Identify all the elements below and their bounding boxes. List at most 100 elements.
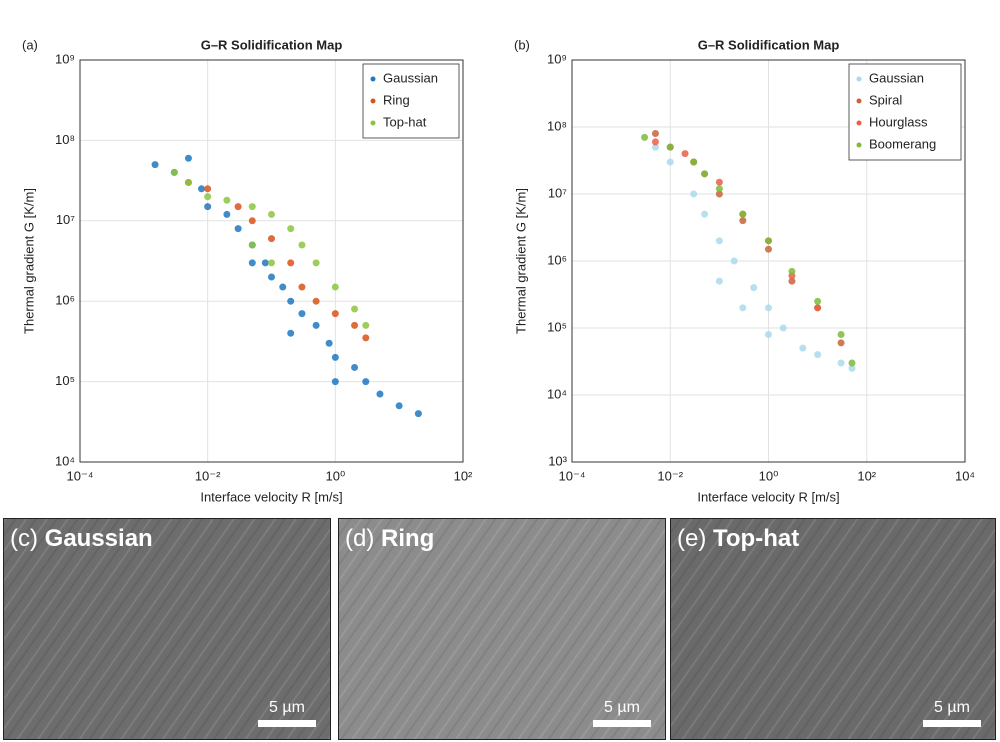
- micrograph: (d) Ring 5 µm: [338, 518, 666, 740]
- legend-marker: [856, 98, 862, 104]
- point: [414, 410, 422, 418]
- point: [715, 237, 723, 245]
- legend-marker: [856, 76, 862, 82]
- point: [325, 339, 333, 347]
- chart-title: G–R Solidification Map: [698, 37, 840, 52]
- point: [268, 259, 275, 267]
- y-tick-label: 10⁹: [55, 51, 75, 66]
- legend-label: Ring: [383, 92, 410, 107]
- legend-marker: [856, 120, 862, 126]
- point: [261, 259, 269, 267]
- point: [715, 277, 723, 285]
- point: [681, 150, 689, 158]
- point: [248, 217, 256, 225]
- point: [312, 259, 320, 267]
- point: [651, 138, 659, 146]
- point: [362, 334, 370, 342]
- point: [279, 283, 287, 291]
- point: [739, 304, 747, 312]
- panel-heading: (d) Ring: [345, 525, 434, 553]
- axes-box: [571, 59, 966, 463]
- scale-bar-label: 5 µm: [604, 699, 640, 716]
- point: [765, 304, 772, 312]
- point: [788, 267, 796, 275]
- point: [651, 143, 659, 151]
- y-tick-label: 10⁶: [547, 252, 567, 267]
- legend-label: Gaussian: [383, 70, 438, 85]
- point: [184, 178, 192, 186]
- panel-title: Gaussian: [44, 525, 153, 552]
- x-tick-label: 10⁻²: [657, 468, 683, 483]
- panel-label: (b): [514, 37, 530, 52]
- y-tick-label: 10⁸: [547, 118, 567, 133]
- x-tick-label: 10²: [857, 468, 876, 483]
- x-axis-label: Interface velocity R [m/s]: [200, 489, 342, 504]
- panel-heading: (c) Gaussian: [10, 525, 153, 553]
- point: [204, 203, 212, 211]
- point: [331, 378, 339, 386]
- point: [765, 245, 772, 253]
- point: [197, 185, 205, 193]
- point: [730, 257, 738, 265]
- point: [666, 143, 674, 151]
- x-tick-label: 10⁰: [325, 468, 345, 483]
- point: [395, 402, 403, 410]
- point: [666, 158, 674, 166]
- chart-title: G–R Solidification Map: [201, 37, 343, 52]
- point: [750, 284, 758, 292]
- point: [837, 339, 845, 347]
- point: [287, 329, 295, 337]
- panel-heading: (e) Top-hat: [677, 525, 799, 553]
- scale-bar: 5 µm: [923, 699, 981, 727]
- point: [234, 203, 242, 211]
- legend-marker: [370, 98, 376, 104]
- point: [287, 225, 295, 233]
- point: [287, 259, 295, 267]
- point: [788, 277, 796, 285]
- charts: 10⁻⁴ 10⁻² 10⁰ 10² 10⁴ 10⁵ 10⁶ 10⁷ 10⁸ 10⁹ G–R Soli…: [21, 37, 975, 504]
- point: [170, 168, 178, 176]
- legend-marker: [370, 76, 376, 82]
- legend-marker: [370, 120, 376, 126]
- panel-label: (e): [677, 525, 707, 552]
- point: [351, 305, 359, 313]
- x-tick-label: 10²: [454, 468, 473, 483]
- scale-bar: 5 µm: [258, 699, 316, 727]
- panel-title: Ring: [381, 525, 435, 552]
- legend-box: [362, 63, 460, 139]
- point: [837, 359, 845, 367]
- point: [701, 210, 709, 218]
- point: [814, 304, 822, 312]
- point: [234, 225, 242, 233]
- panel-label: (c): [10, 525, 38, 552]
- point: [287, 297, 295, 305]
- point: [204, 185, 212, 193]
- y-tick-label: 10⁸: [55, 132, 75, 147]
- y-tick-label: 10⁶: [55, 293, 75, 308]
- point: [268, 273, 275, 281]
- y-tick-label: 10⁴: [55, 453, 75, 468]
- legend-label: Gaussian: [869, 70, 924, 85]
- point: [248, 241, 256, 249]
- scale-bar-label: 5 µm: [269, 699, 305, 716]
- legend-label: Spiral: [869, 92, 902, 107]
- point: [312, 297, 320, 305]
- point: [814, 297, 822, 305]
- point: [268, 235, 275, 243]
- point: [814, 351, 822, 359]
- y-tick-label: 10⁵: [547, 319, 567, 334]
- point: [298, 241, 306, 249]
- point: [223, 196, 231, 204]
- point: [799, 344, 807, 352]
- point: [331, 310, 339, 318]
- y-tick-label: 10⁵: [55, 373, 75, 388]
- point: [351, 363, 359, 371]
- x-tick-label: 10⁻²: [195, 468, 221, 483]
- point: [739, 210, 747, 218]
- point: [312, 321, 320, 329]
- panel-title: Top-hat: [713, 525, 800, 552]
- point: [715, 190, 723, 198]
- legend-label: Boomerang: [869, 136, 936, 151]
- panel-label: (d): [345, 525, 375, 552]
